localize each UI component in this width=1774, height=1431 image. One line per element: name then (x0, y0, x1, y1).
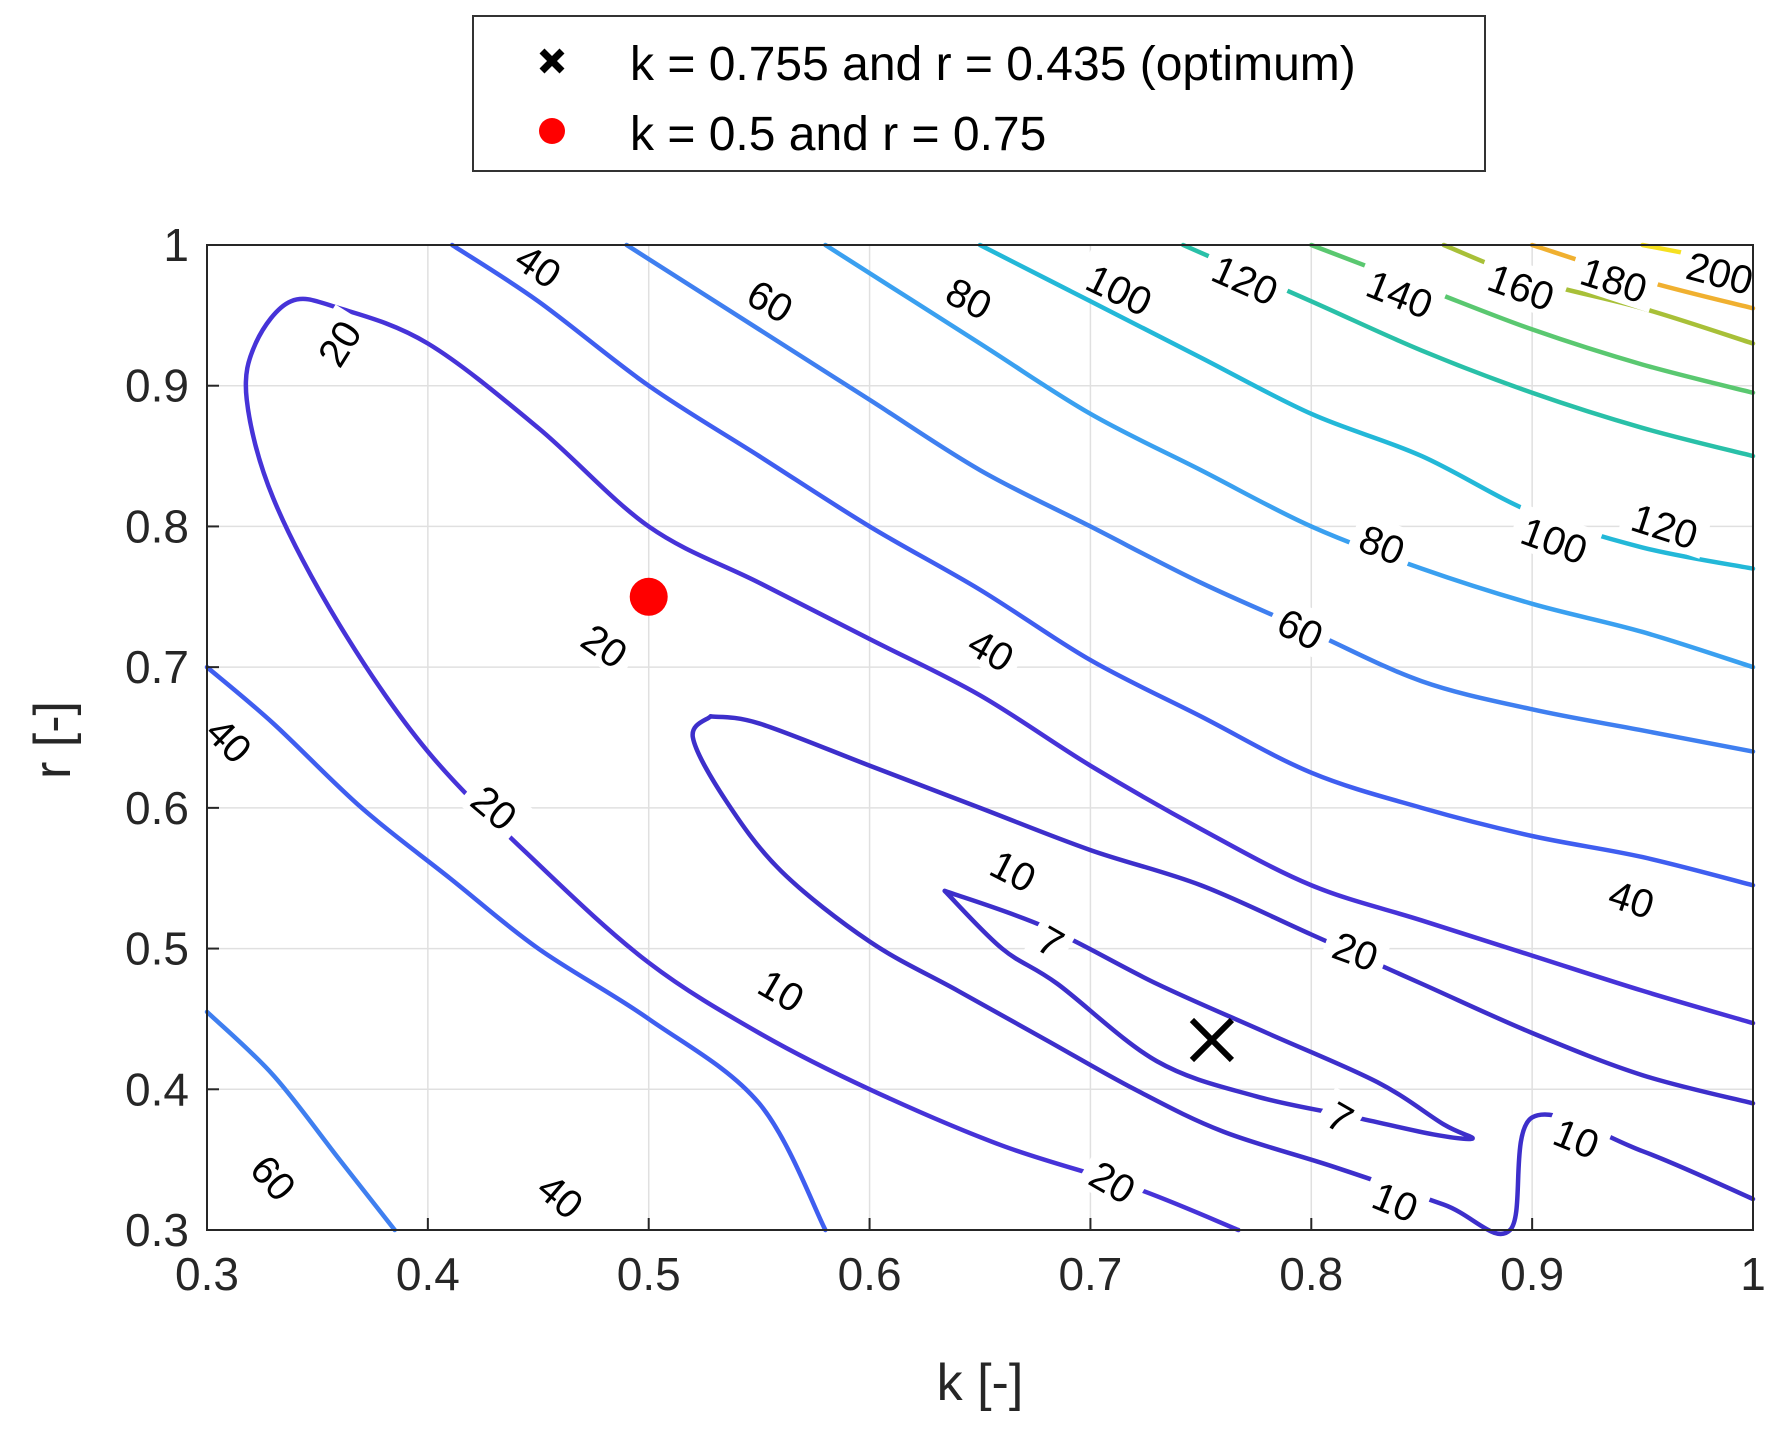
contour-label-bg (567, 608, 644, 681)
contour-label-bg (457, 769, 534, 844)
contour-line-160 (1441, 242, 1756, 346)
contour-label-bg (932, 263, 1008, 331)
contour-label-bg (237, 1138, 312, 1215)
contour-label-bg (193, 701, 268, 777)
reference-dot-marker (629, 577, 668, 616)
contour-label-bg (1263, 593, 1339, 661)
contour-label-bg (1540, 1104, 1615, 1169)
contour-line-20 (243, 296, 1756, 1233)
contour-label-bg (1024, 911, 1080, 969)
contour-label-bg (1358, 1167, 1433, 1233)
legend-entry-optimum: k = 0.755 and r = 0.435 (optimum) (630, 38, 1356, 91)
contour-lines (204, 242, 1756, 1237)
contour-line-120 (1180, 242, 1756, 459)
y-tick-label: 0.4 (125, 1063, 189, 1115)
axes-box (206, 244, 1754, 1231)
optimum-x-marker (1189, 1017, 1235, 1063)
y-tick-label: 0.6 (125, 782, 189, 834)
y-axis-label: r [-] (24, 701, 82, 779)
contour-line-100 (977, 242, 1756, 571)
contour-label-bg (1075, 1145, 1152, 1215)
contour-label-bg (976, 835, 1052, 904)
y-tick-label: 0.5 (125, 923, 189, 975)
contour-line-7 (942, 888, 1475, 1142)
y-tick-label: 0.8 (125, 500, 189, 552)
contour-label-bg (1506, 503, 1603, 575)
x-tick-label: 0.9 (1500, 1248, 1564, 1300)
legend-marker-dot-icon (539, 118, 565, 144)
x-axis-label: k [-] (937, 1354, 1024, 1412)
contour-label-40: 40 (1595, 866, 1669, 928)
contour-label-bg (523, 1157, 600, 1232)
contour-line-10 (690, 714, 1756, 1237)
y-tick-label: 1 (163, 219, 189, 271)
x-tick-label: 0.8 (1279, 1248, 1343, 1300)
x-tick-label: 1 (1740, 1248, 1766, 1300)
contour-label-10: 10 (1358, 1167, 1433, 1233)
legend: k = 0.755 and r = 0.435 (optimum) k = 0.… (472, 15, 1486, 172)
point-markers (629, 577, 1235, 1063)
contour-label-bg (1197, 240, 1295, 316)
legend-marker-x-icon (539, 48, 565, 74)
contour-label-bg (1319, 918, 1393, 981)
x-tick-label: 0.3 (175, 1248, 239, 1300)
contour-label-bg (744, 954, 821, 1024)
axis-ticks: 0.3 0.4 0.5 0.6 0.7 0.8 0.9 1 0.3 0.4 0.5 0.6 0.7 0.8… (125, 219, 1766, 1300)
contour-label-bg (954, 613, 1030, 684)
contour-label-10: 10 (976, 835, 1052, 904)
contour-label-bg (1071, 249, 1169, 327)
x-tick-label: 0.7 (1058, 1248, 1122, 1300)
contour-label-bg (1673, 238, 1768, 304)
y-tick-label: 0.9 (125, 360, 189, 412)
contour-label-bg (501, 228, 578, 301)
contour-label-bg (1595, 866, 1669, 928)
contour-label-bg (1566, 244, 1663, 313)
y-tick-label: 0.3 (125, 1204, 189, 1256)
legend-entry-reference: k = 0.5 and r = 0.75 (630, 108, 1046, 161)
contour-label-bg (1352, 255, 1449, 329)
y-tick-label: 0.7 (125, 641, 189, 693)
x-tick-label: 0.5 (617, 1248, 681, 1300)
contour-label-bg (1313, 1087, 1369, 1145)
contour-line-60 (624, 242, 1756, 754)
legend-box (472, 15, 1486, 172)
contour-line-10 (708, 714, 1756, 1106)
contour-line-60 (204, 1009, 397, 1233)
x-tick-label: 0.6 (838, 1248, 902, 1300)
contour-line-40 (449, 242, 1756, 888)
contour-label-bg (733, 265, 810, 335)
contour-label-bg (1617, 490, 1713, 559)
x-tick-label: 0.4 (396, 1248, 460, 1300)
contour-line-80 (823, 242, 1756, 670)
contour-label-60: 60 (1263, 593, 1339, 661)
contour-label-bg (302, 304, 373, 381)
contour-label-bg (1345, 510, 1420, 575)
contour-label-bg (1473, 249, 1570, 321)
plot-area (207, 245, 1753, 1230)
contour-line-40 (204, 664, 828, 1233)
